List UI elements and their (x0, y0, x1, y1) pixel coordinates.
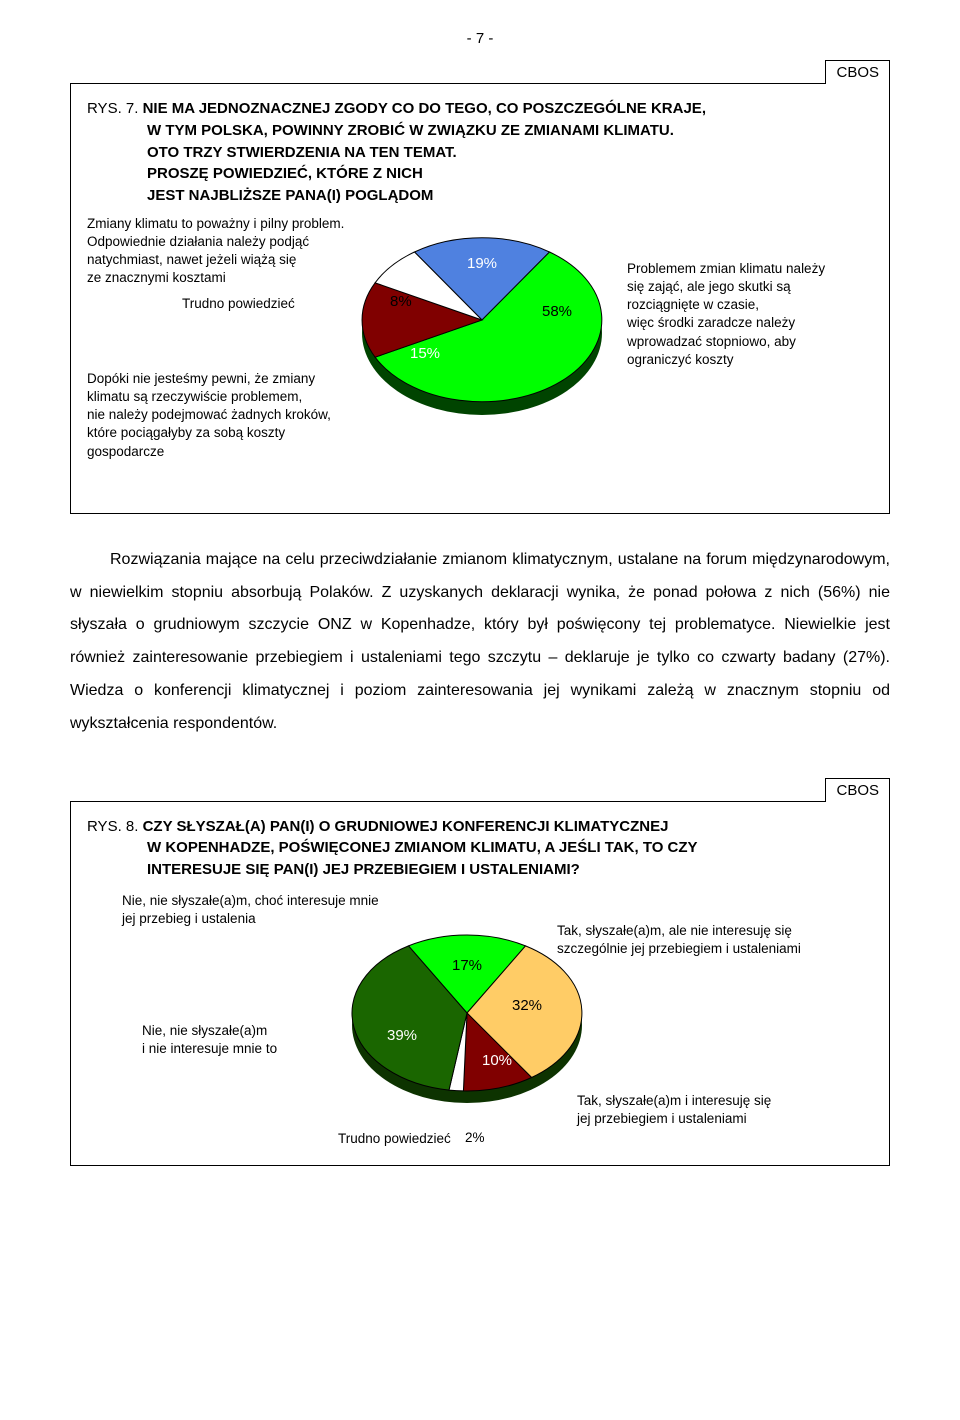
fig8-title: RYS. 8. CZY SŁYSZAŁ(A) PAN(I) O GRUDNIOW… (87, 816, 873, 881)
fig7-title-l4: PROSZĘ POWIEDZIEĆ, KTÓRE Z NICH (147, 165, 423, 182)
figure-7-box: CBOS RYS. 7. NIE MA JEDNOZNACZNEJ ZGODY … (70, 83, 890, 514)
label2-2: Trudno powiedzieć (338, 1130, 451, 1148)
pct2-10: 10% (482, 1052, 512, 1069)
pct-8: 8% (390, 293, 412, 310)
label-15: Dopóki nie jesteśmy pewni, że zmiany kli… (87, 370, 367, 461)
label-19: Zmiany klimatu to poważny i pilny proble… (87, 215, 367, 288)
pct-19: 19% (467, 255, 497, 272)
cbos-tag-2: CBOS (825, 778, 890, 802)
page-number: - 7 - (70, 30, 890, 47)
fig7-title-l3: OTO TRZY STWIERDZENIA NA TEN TEMAT. (147, 144, 457, 161)
label2-10: Tak, słyszałe(a)m i interesuję się jej p… (577, 1092, 857, 1128)
pct-15: 15% (410, 345, 440, 362)
fig7-title-l1: NIE MA JEDNOZNACZNEJ ZGODY CO DO TEGO, C… (143, 100, 706, 117)
pct2-39: 39% (387, 1027, 417, 1044)
fig8-title-l3: INTERESUJE SIĘ PAN(I) JEJ PRZEBIEGIEM I … (147, 861, 580, 878)
fig7-ref: RYS. 7. (87, 100, 138, 117)
fig8-title-l2: W KOPENHADZE, POŚWIĘCONEJ ZMIANOM KLIMAT… (147, 839, 698, 856)
pct-58: 58% (542, 303, 572, 320)
cbos-tag: CBOS (825, 60, 890, 84)
body-paragraph: Rozwiązania mające na celu przeciwdziała… (70, 544, 890, 741)
label2-39: Nie, nie słyszałe(a)m i nie interesuje m… (142, 1022, 312, 1058)
fig7-title: RYS. 7. NIE MA JEDNOZNACZNEJ ZGODY CO DO… (87, 98, 873, 207)
fig7-chart: 19% 58% 15% 8% Zmiany klimatu to poważny… (87, 215, 873, 495)
fig8-ref: RYS. 8. (87, 818, 138, 835)
pct2-32: 32% (512, 997, 542, 1014)
label2-32: Tak, słyszałe(a)m, ale nie interesuję si… (557, 922, 847, 958)
label-58: Problemem zmian klimatu należy się zająć… (627, 260, 857, 369)
fig8-title-l1: CZY SŁYSZAŁ(A) PAN(I) O GRUDNIOWEJ KONFE… (143, 818, 669, 835)
fig7-title-l2: W TYM POLSKA, POWINNY ZROBIĆ W ZWIĄZKU Z… (147, 122, 674, 139)
figure-8-box: CBOS RYS. 8. CZY SŁYSZAŁ(A) PAN(I) O GRU… (70, 801, 890, 1166)
page: - 7 - CBOS RYS. 7. NIE MA JEDNOZNACZNEJ … (0, 0, 960, 1236)
fig8-chart: 17% 32% 10% 2% 39% Nie, nie słyszałe(a)m… (87, 887, 873, 1147)
fig7-title-l5: JEST NAJBLIŻSZE PANA(I) POGLĄDOM (147, 187, 433, 204)
pct2-17: 17% (452, 957, 482, 974)
label-8: Trudno powiedzieć (182, 295, 295, 313)
pct2-2: 2% (465, 1130, 485, 1145)
label2-17: Nie, nie słyszałe(a)m, choć interesuje m… (122, 892, 412, 928)
